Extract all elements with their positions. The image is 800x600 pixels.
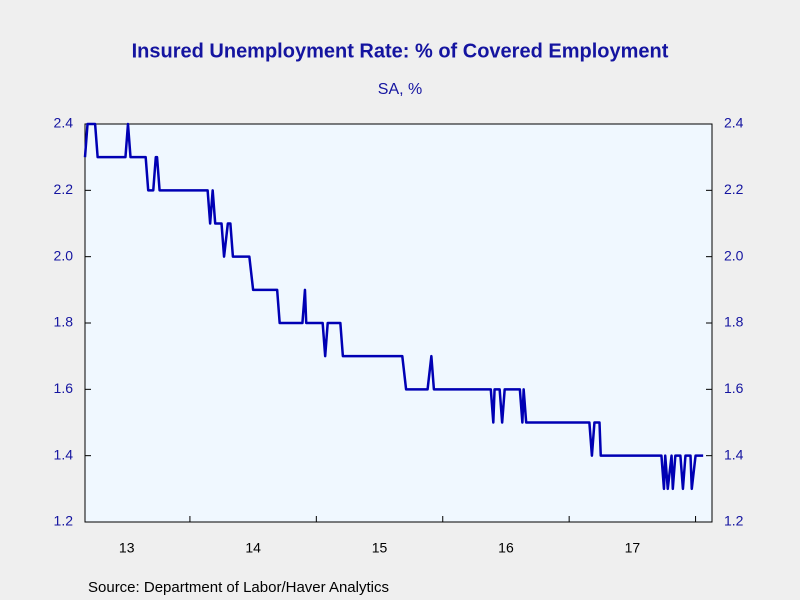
data-line bbox=[83, 122, 704, 491]
y2-tick-label: 2.0 bbox=[724, 247, 744, 263]
y-tick-label: 1.2 bbox=[54, 513, 74, 529]
plot-area bbox=[84, 123, 713, 523]
y2-tick-label: 2.4 bbox=[724, 115, 744, 131]
x-tick-label: 17 bbox=[625, 540, 641, 556]
y-tick-label: 1.8 bbox=[54, 314, 74, 330]
x-tick-label: 14 bbox=[245, 540, 261, 556]
y-tick-label: 1.4 bbox=[54, 446, 74, 462]
x-tick-label: 15 bbox=[372, 540, 388, 556]
y-tick-label: 2.0 bbox=[54, 247, 74, 263]
y2-tick-label: 1.4 bbox=[724, 446, 744, 462]
x-tick-label: 13 bbox=[119, 540, 135, 556]
y2-tick-label: 2.2 bbox=[724, 181, 744, 197]
source-note: Source: Department of Labor/Haver Analyt… bbox=[88, 579, 389, 596]
y-tick-label: 1.6 bbox=[54, 380, 74, 396]
y2-tick-label: 1.2 bbox=[724, 513, 744, 529]
y2-tick-label: 1.8 bbox=[724, 314, 744, 330]
chart-title: Insured Unemployment Rate: % of Covered … bbox=[132, 40, 669, 62]
y-tick-label: 2.4 bbox=[54, 115, 74, 131]
y-tick-label: 2.2 bbox=[54, 181, 74, 197]
x-tick-label: 16 bbox=[498, 540, 514, 556]
y2-tick-label: 1.6 bbox=[724, 380, 744, 396]
chart-subtitle: SA, % bbox=[378, 81, 422, 98]
